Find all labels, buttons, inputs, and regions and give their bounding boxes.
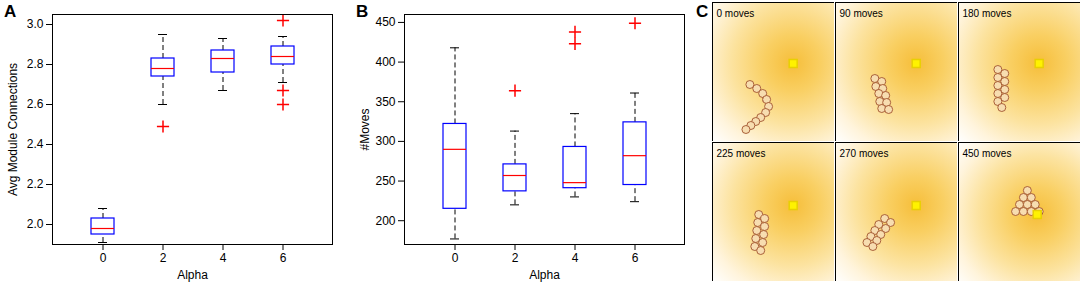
svg-text:0: 0: [452, 251, 459, 265]
html-text:B: B: [356, 2, 369, 21]
svg-text:2.8: 2.8: [27, 57, 44, 71]
svg-text:4: 4: [572, 251, 579, 265]
svg-text:2.2: 2.2: [27, 177, 44, 191]
svg-text:200: 200: [375, 214, 395, 228]
svg-text:2: 2: [512, 251, 519, 265]
html-text:A: A: [4, 2, 17, 21]
svg-text:Avg Module Connections: Avg Module Connections: [6, 63, 20, 196]
svg-text:2.4: 2.4: [27, 137, 44, 151]
svg-text:450 moves: 450 moves: [963, 148, 1012, 159]
svg-text:4: 4: [220, 251, 227, 265]
svg-text:0: 0: [100, 251, 107, 265]
svg-text:6: 6: [280, 251, 287, 265]
svg-text:3.0: 3.0: [27, 17, 44, 31]
svg-text:2.0: 2.0: [27, 217, 44, 231]
svg-text:Alpha: Alpha: [529, 268, 560, 282]
svg-text:180 moves: 180 moves: [963, 8, 1012, 19]
svg-text:400: 400: [375, 55, 395, 69]
svg-text:2.6: 2.6: [27, 97, 44, 111]
svg-text:300: 300: [375, 134, 395, 148]
svg-text:2: 2: [160, 251, 167, 265]
svg-text:90 moves: 90 moves: [840, 8, 883, 19]
svg-text:250: 250: [375, 174, 395, 188]
svg-text:0 moves: 0 moves: [717, 8, 755, 19]
svg-text:Alpha: Alpha: [177, 268, 208, 282]
svg-text:6: 6: [632, 251, 639, 265]
html-text:C: C: [696, 2, 709, 21]
svg-text:270 moves: 270 moves: [840, 148, 889, 159]
svg-text:350: 350: [375, 95, 395, 109]
svg-text:#Moves: #Moves: [358, 108, 372, 150]
svg-text:450: 450: [375, 15, 395, 29]
svg-text:225 moves: 225 moves: [717, 148, 766, 159]
